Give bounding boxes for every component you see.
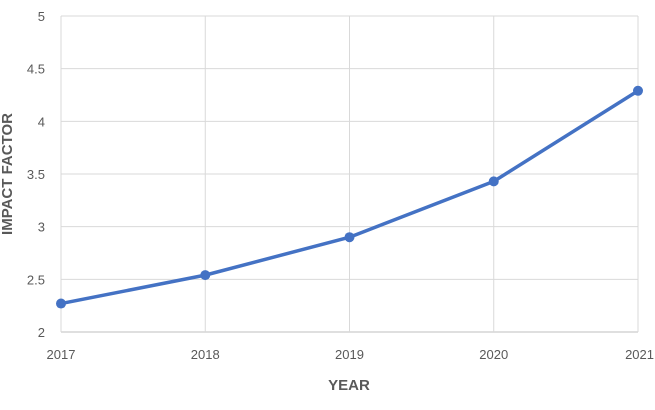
- y-tick-label: 5: [38, 9, 45, 24]
- data-point-marker: [56, 298, 66, 309]
- y-tick-label: 4.5: [27, 62, 45, 77]
- x-tick-label: 2018: [191, 347, 220, 362]
- y-tick-label: 4: [38, 114, 45, 129]
- data-point-marker: [200, 270, 211, 281]
- x-tick-label: 2021: [625, 347, 654, 362]
- data-point-marker: [633, 85, 643, 96]
- y-axis-title: IMPACT FACTOR: [0, 113, 16, 235]
- y-tick-label: 3: [38, 220, 45, 235]
- grid-lines: [60, 15, 639, 333]
- series-layer: [56, 85, 643, 309]
- y-axis-tick-labels: 2 2.5 3 3.5 4 4.5 5: [27, 9, 45, 340]
- x-tick-label: 2017: [47, 347, 76, 362]
- x-axis-title: YEAR: [328, 377, 370, 394]
- y-tick-label: 3.5: [27, 167, 45, 182]
- x-tick-label: 2020: [479, 347, 508, 362]
- x-axis-tick-labels: 2017 2018 2019 2020 2021: [47, 347, 654, 362]
- y-tick-label: 2: [38, 325, 45, 340]
- data-point-marker: [344, 232, 355, 243]
- y-tick-label: 2.5: [27, 272, 45, 287]
- data-point-marker: [488, 176, 499, 187]
- x-tick-label: 2019: [335, 347, 364, 362]
